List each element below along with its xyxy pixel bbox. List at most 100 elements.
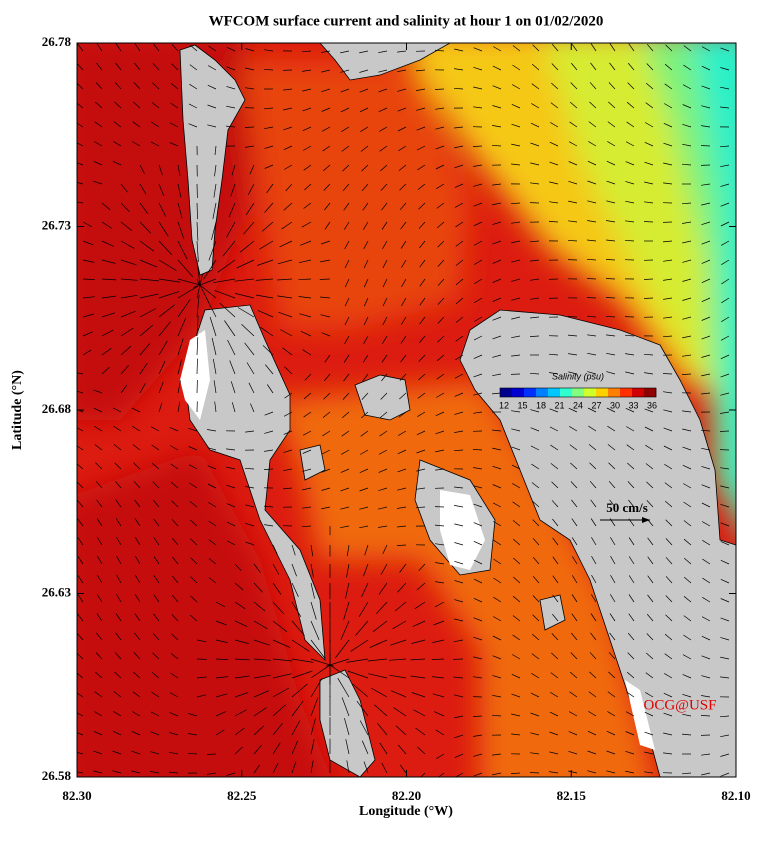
current-vector	[416, 126, 426, 131]
current-vector	[226, 503, 236, 508]
current-vector	[132, 141, 141, 147]
current-vector	[158, 340, 168, 356]
current-vector	[682, 446, 692, 451]
current-vector	[401, 278, 407, 287]
current-vector	[605, 315, 616, 318]
current-vector	[280, 329, 293, 337]
current-vector	[646, 481, 654, 489]
current-vector	[93, 750, 103, 755]
colorbar-tick-label: 21	[554, 400, 564, 410]
current-vector	[226, 66, 236, 71]
current-vector	[341, 411, 350, 419]
current-vector	[473, 597, 483, 603]
current-vector	[664, 500, 673, 508]
current-vector	[682, 713, 692, 717]
current-vector	[511, 259, 521, 263]
current-vector	[177, 299, 191, 318]
current-vector	[454, 599, 464, 603]
current-vector	[663, 182, 673, 185]
current-vector	[532, 500, 540, 508]
current-vector	[720, 164, 730, 168]
current-vector	[682, 693, 692, 698]
current-vector	[682, 316, 692, 320]
current-vector	[361, 183, 369, 192]
current-vector	[272, 762, 279, 774]
current-vector	[492, 335, 502, 340]
current-vector	[310, 760, 314, 774]
current-vector	[589, 462, 597, 470]
current-vector	[512, 634, 521, 641]
current-vector	[112, 730, 122, 736]
current-vector	[264, 49, 274, 52]
current-vector	[532, 538, 540, 546]
current-vector	[264, 430, 274, 434]
current-vector	[683, 483, 692, 489]
current-vector	[120, 365, 129, 375]
current-vector	[590, 632, 597, 641]
current-vector	[359, 506, 369, 510]
current-vector	[151, 121, 160, 128]
colorbar-tick-label: 18	[536, 400, 546, 410]
current-vector	[550, 463, 559, 470]
current-vector	[552, 594, 559, 603]
current-vector	[379, 145, 388, 152]
current-vector	[77, 537, 84, 546]
current-vector	[245, 145, 255, 148]
current-vector	[647, 556, 654, 565]
current-vector	[139, 221, 152, 234]
current-vector	[263, 68, 274, 71]
current-vector	[77, 390, 84, 394]
current-vector	[272, 658, 293, 662]
current-vector	[435, 145, 445, 150]
current-vector	[207, 124, 217, 128]
current-vector	[139, 343, 150, 356]
current-vector	[644, 426, 654, 432]
colorbar-tick-label: 33	[628, 400, 638, 410]
current-vector	[663, 297, 673, 300]
current-vector	[512, 45, 521, 52]
current-vector	[626, 121, 635, 128]
current-vector	[398, 744, 407, 755]
current-vector	[152, 481, 160, 489]
current-vector	[512, 654, 521, 660]
current-vector	[101, 221, 113, 229]
current-vector	[720, 541, 730, 546]
current-vector	[492, 694, 502, 698]
current-vector	[359, 88, 369, 93]
current-vector	[588, 691, 597, 698]
current-vector	[492, 240, 502, 245]
current-vector	[291, 670, 313, 679]
current-vector	[215, 620, 227, 626]
current-vector	[531, 63, 540, 71]
current-vector	[701, 502, 711, 508]
current-vector	[663, 278, 673, 281]
current-vector	[378, 468, 388, 473]
current-vector	[682, 428, 692, 432]
current-vector	[285, 183, 293, 192]
current-vector	[511, 410, 521, 413]
current-vector	[682, 221, 692, 224]
current-vector	[101, 259, 116, 264]
current-vector	[644, 141, 654, 147]
current-vector	[158, 278, 181, 283]
current-vector	[589, 671, 597, 679]
current-vector	[454, 68, 464, 71]
current-vector	[436, 221, 445, 229]
current-vector	[264, 202, 274, 213]
current-vector	[77, 613, 84, 622]
current-vector	[549, 426, 559, 432]
current-vector	[342, 164, 350, 172]
current-vector	[291, 544, 296, 556]
current-vector	[682, 297, 692, 301]
current-vector	[170, 83, 179, 90]
current-vector	[720, 522, 730, 527]
current-vector	[158, 183, 165, 197]
current-vector	[586, 315, 597, 318]
current-vector	[570, 481, 578, 489]
current-vector	[139, 240, 155, 252]
current-vector	[455, 297, 464, 305]
current-vector	[302, 107, 312, 112]
current-vector	[234, 563, 242, 571]
current-vector	[134, 43, 141, 52]
land	[179, 43, 736, 777]
